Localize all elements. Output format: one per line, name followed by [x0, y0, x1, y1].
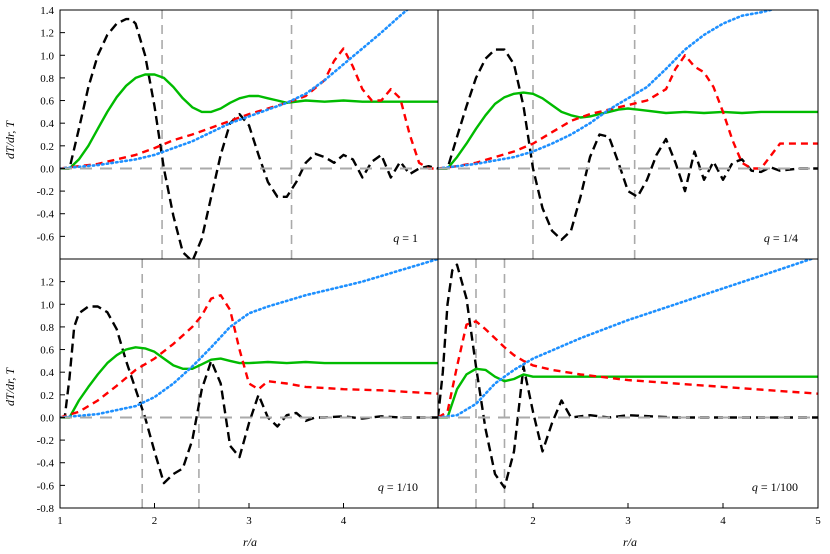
x-tick-label: 2	[152, 515, 158, 527]
y-tick-label: 1.4	[40, 5, 54, 17]
y-tick-label: 0.2	[40, 390, 54, 402]
series-line-black	[60, 17, 438, 259]
y-tick-label: 1.2	[40, 28, 54, 40]
q-annotation: q = 1	[393, 231, 418, 245]
y-tick-label: -0.2	[37, 435, 54, 447]
x-tick-label: 4	[720, 515, 726, 527]
y-tick-label: 0.4	[40, 367, 54, 379]
series-line-green	[438, 91, 818, 170]
panel-frame	[59, 258, 439, 509]
series-line-black	[60, 305, 438, 485]
y-tick-label: 0.8	[40, 322, 54, 334]
x-tick-label: 2	[530, 515, 536, 527]
panel-frame	[59, 9, 439, 260]
series-line-green	[60, 73, 438, 170]
panel-top-right: q = 1/4	[437, 9, 819, 260]
panel-bottom-left: -0.8 -0.6 -0.4 -0.2 0.0 0.2 0.4 0.6 0.8 1.0 1.2 1 2 3…	[37, 258, 439, 527]
y-tick-label: 0.4	[40, 118, 54, 130]
series-line-black	[438, 263, 818, 489]
series-line-blue	[60, 10, 409, 170]
y-tick-label: 1.0	[40, 299, 54, 311]
y-axis-label-top: dT/dr, T	[3, 120, 17, 159]
plot-area	[438, 10, 818, 259]
y-tick-label: 0.6	[40, 345, 54, 357]
y-tick-label: 0.6	[40, 96, 54, 108]
y-tick-label: -0.4	[37, 458, 55, 470]
series-line-red	[60, 294, 438, 419]
series-line-red	[60, 47, 438, 170]
y-tick-label: 0.2	[40, 141, 54, 153]
y-tick-label: -0.2	[37, 186, 54, 198]
panel-frame	[437, 9, 819, 260]
x-axis-label-right: r/a	[623, 535, 637, 549]
y-tick-label: 1.0	[40, 50, 54, 62]
y-axis-label-bottom: dT/dr, T	[3, 367, 17, 406]
q-annotation: q = 1/100	[752, 480, 798, 494]
panels-group: -0.6 -0.4 -0.2 0.0 0.2 0.4 0.6 0.8 1.0 1.2 1.4 q = …	[37, 5, 822, 527]
series-line-blue	[438, 10, 777, 170]
series-line-black	[438, 48, 818, 242]
y-tick-label: -0.4	[37, 209, 55, 221]
x-tick-label: 1	[57, 515, 63, 527]
plot-area	[438, 259, 818, 508]
series-line-blue	[60, 259, 438, 419]
x-tick-label: 5	[815, 515, 821, 527]
x-tick-label: 3	[246, 515, 252, 527]
x-axis-label-left: r/a	[243, 535, 257, 549]
y-tick-label: 1.2	[40, 277, 54, 289]
q-annotation: q = 1/10	[378, 480, 418, 494]
y-tick-label: 0.0	[40, 412, 54, 424]
series-line-green	[438, 367, 818, 419]
y-tick-label: -0.8	[37, 503, 55, 515]
x-tick-label: 4	[341, 515, 347, 527]
y-tick-label: 0.8	[40, 73, 54, 85]
y-tick-label: -0.6	[37, 480, 55, 492]
y-tick-label: -0.6	[37, 231, 55, 243]
series-line-green	[60, 346, 438, 419]
series-line-red	[438, 320, 818, 419]
panel-top-left: -0.6 -0.4 -0.2 0.0 0.2 0.4 0.6 0.8 1.0 1.2 1.4 q = …	[37, 5, 439, 260]
series-line-blue	[438, 259, 816, 419]
panel-bottom-right: 2 3 4 5 q = 1/100	[437, 258, 821, 527]
plot-area	[60, 10, 438, 259]
q-annotation: q = 1/4	[764, 231, 798, 245]
series-line-red	[438, 54, 818, 170]
plot-area	[60, 259, 438, 508]
y-tick-label: 0.0	[40, 163, 54, 175]
x-tick-label: 3	[625, 515, 631, 527]
